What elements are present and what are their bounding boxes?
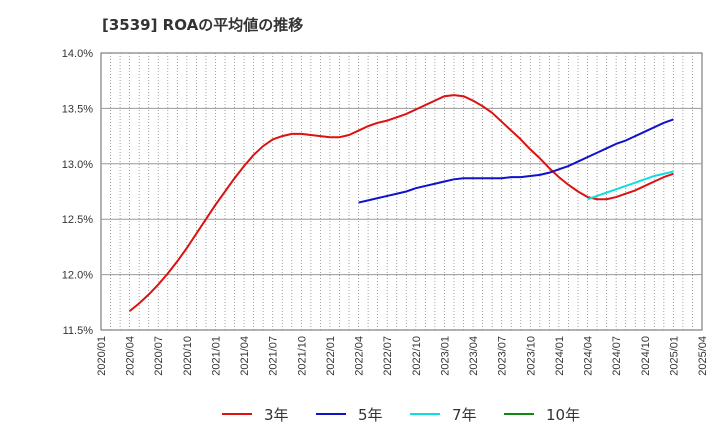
x-tick-label: 2023/07	[497, 336, 509, 376]
x-axis: 2020/01 2020/04 2020/07 2020/10 2021/01 2021/…	[96, 336, 709, 376]
x-tick-label: 2022/10	[411, 336, 423, 376]
legend-label: 7年	[452, 406, 477, 424]
x-tick-label: 2024/07	[611, 336, 623, 376]
series-line-5年	[358, 118, 674, 204]
legend: 3年 5年 7年 10年	[222, 406, 580, 424]
series-lines	[128, 94, 674, 312]
x-tick-label: 2021/10	[296, 336, 308, 376]
x-tick-label: 2023/01	[439, 336, 451, 376]
x-tick-label: 2021/07	[268, 336, 280, 376]
x-tick-label: 2022/07	[382, 336, 394, 376]
legend-item-10年: 10年	[504, 406, 580, 424]
y-tick-label: 13.0%	[62, 159, 93, 171]
x-tick-label: 2020/10	[182, 336, 194, 376]
x-tick-label: 2021/01	[210, 336, 222, 376]
y-tick-label: 12.0%	[62, 270, 93, 282]
series-line-3年	[128, 94, 674, 312]
chart-title: [3539] ROAの平均値の推移	[102, 16, 304, 34]
x-tick-label: 2020/01	[96, 336, 108, 376]
x-tick-label: 2023/10	[525, 336, 537, 376]
x-tick-label: 2024/04	[583, 336, 595, 376]
y-tick-label: 12.5%	[62, 214, 93, 226]
x-tick-label: 2024/01	[554, 336, 566, 376]
legend-item-3年: 3年	[222, 406, 289, 424]
legend-item-7年: 7年	[410, 406, 477, 424]
y-tick-label: 11.5%	[63, 325, 94, 337]
x-tick-label: 2025/04	[697, 336, 709, 376]
x-tick-label: 2023/04	[468, 336, 480, 376]
x-tick-label: 2021/04	[239, 336, 251, 376]
x-tick-label: 2020/04	[125, 336, 137, 376]
series-line-7年	[587, 170, 674, 201]
y-axis: 11.5% 12.0% 12.5% 13.0% 13.5% 14.0%	[62, 48, 93, 337]
grid	[101, 53, 702, 330]
plot-area	[100, 52, 703, 331]
legend-label: 5年	[358, 406, 383, 424]
y-tick-label: 14.0%	[62, 48, 93, 60]
x-tick-label: 2020/07	[153, 336, 165, 376]
legend-label: 3年	[264, 406, 289, 424]
y-tick-label: 13.5%	[62, 103, 93, 115]
x-tick-label: 2022/01	[325, 336, 337, 376]
legend-item-5年: 5年	[316, 406, 383, 424]
x-tick-label: 2024/10	[640, 336, 652, 376]
x-tick-label: 2025/01	[668, 336, 680, 376]
x-tick-label: 2022/04	[354, 336, 366, 376]
legend-label: 10年	[546, 406, 580, 424]
